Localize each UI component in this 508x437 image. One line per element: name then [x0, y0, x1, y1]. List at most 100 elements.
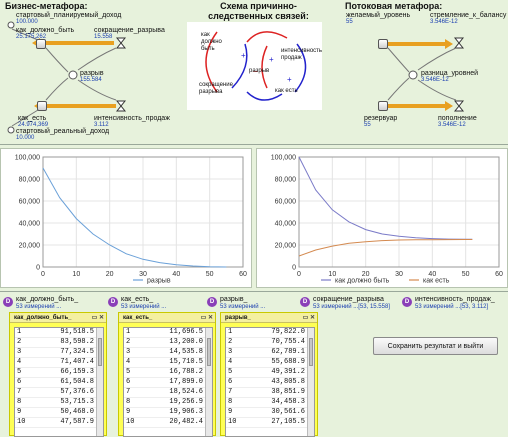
scrollbar[interactable] — [96, 328, 103, 436]
table-row[interactable]: 1 11,696.5 — [124, 328, 212, 338]
dataset-gap[interactable]: разрыв_ — [220, 296, 248, 303]
svg-text:+: + — [269, 55, 274, 64]
stock-desired-level[interactable] — [378, 39, 388, 49]
table-row[interactable]: 2 70,755.4 — [226, 338, 314, 348]
row-index: 7 — [126, 388, 131, 396]
flow-diagram — [385, 37, 465, 112]
row-value: 38,851.9 — [271, 388, 305, 396]
should-be-value: 25.175,262 — [16, 34, 47, 40]
row-value: 20,482.4 — [169, 418, 203, 426]
stock-should-be[interactable] — [36, 39, 46, 49]
dataset-icon[interactable]: D — [300, 297, 310, 307]
table-row[interactable]: 5 16,788.2 — [124, 368, 212, 378]
table-row[interactable]: 9 19,906.3 — [124, 408, 212, 418]
table-as-is[interactable]: как_есть_ ▭ ✕ 1 11,696.5 2 13,200.0 3 14,535.… — [118, 312, 216, 437]
y-tick-label: 40,000 — [19, 221, 41, 228]
dataset-gap-reduction-sub: 53 измерений ...[53, 15.558] — [313, 304, 390, 310]
table-row[interactable]: 10 20,482.4 — [124, 418, 212, 428]
table-gap[interactable]: разрыв_ ▭ ✕ 1 79,822.0 2 70,755.4 3 62,789.1 4… — [220, 312, 318, 437]
x-tick-label: 20 — [106, 271, 114, 278]
table-row[interactable]: 5 66,159.3 — [15, 368, 103, 378]
row-index: 6 — [126, 378, 131, 386]
table-row[interactable]: 9 30,561.6 — [226, 408, 314, 418]
table-row[interactable]: 2 13,200.0 — [124, 338, 212, 348]
dataset-sales-intensity-sub: 53 измерений ...[53, 3.112] — [415, 304, 489, 310]
gap-label: разрыв — [80, 70, 104, 77]
gap-reduction-label: сокращение_разрыва — [94, 27, 165, 34]
table-row[interactable]: 8 19,256.9 — [124, 398, 212, 408]
replenish-label: пополнение — [438, 115, 477, 122]
table-row[interactable]: 10 27,105.5 — [226, 418, 314, 428]
table-row[interactable]: 7 57,376.6 — [15, 388, 103, 398]
x-tick-label: 60 — [239, 271, 247, 278]
y-tick-label: 80,000 — [19, 177, 41, 184]
x-tick-label: 10 — [72, 271, 80, 278]
row-index: 8 — [228, 398, 233, 406]
table-row[interactable]: 4 15,710.5 — [124, 358, 212, 368]
table-row[interactable]: 8 34,458.3 — [226, 398, 314, 408]
scrollbar[interactable] — [205, 328, 212, 436]
row-value: 43,805.8 — [271, 378, 305, 386]
table-row[interactable]: 4 71,407.4 — [15, 358, 103, 368]
table-row[interactable]: 2 83,598.2 — [15, 338, 103, 348]
row-value: 70,755.4 — [271, 338, 305, 346]
datasets-row: D как_должно_быть_ 53 измерений ... D ка… — [3, 296, 508, 312]
series-line-0 — [298, 156, 473, 240]
table-body[interactable]: 1 91,518.5 2 83,598.2 3 77,324.5 4 71,407.4 5 66,… — [14, 327, 104, 437]
stock-as-is[interactable] — [37, 101, 47, 111]
dataset-icon[interactable]: D — [108, 297, 118, 307]
window-controls-icon[interactable]: ▭ ✕ — [91, 315, 104, 321]
business-diagram — [7, 21, 127, 134]
dataset-sales-intensity[interactable]: интенсивность_продаж_ — [415, 296, 495, 303]
table-row[interactable]: 6 17,899.0 — [124, 378, 212, 388]
table-row[interactable]: 6 61,504.8 — [15, 378, 103, 388]
chart-levels[interactable]: 0 20,000 40,000 60,000 80,000 100,000 0 10 20 30 4… — [256, 148, 508, 288]
table-body[interactable]: 1 11,696.5 2 13,200.0 3 14,535.8 4 15,710.5 5 16,… — [123, 327, 213, 437]
stock-reservoir[interactable] — [378, 101, 388, 111]
table-row[interactable]: 10 47,587.9 — [15, 418, 103, 428]
level-diff-label: разница_уровней — [421, 70, 479, 77]
row-index: 9 — [228, 408, 233, 416]
table-row[interactable]: 7 38,851.9 — [226, 388, 314, 398]
table-should-be[interactable]: как_должно_быть_ ▭ ✕ 1 91,518.5 2 83,598.2 3… — [9, 312, 107, 437]
table-body[interactable]: 1 79,822.0 2 70,755.4 3 62,789.1 4 55,688.9 5 49,… — [225, 327, 315, 437]
table-row[interactable]: 3 77,324.5 — [15, 348, 103, 358]
table-row[interactable]: 1 79,822.0 — [226, 328, 314, 338]
table-row[interactable]: 9 50,468.0 — [15, 408, 103, 418]
causal-should-be: как должно быть — [201, 32, 222, 52]
row-value: 27,105.5 — [271, 418, 305, 426]
table-row[interactable]: 6 43,805.8 — [226, 378, 314, 388]
save-and-exit-button[interactable]: Сохранить результат и выйти — [373, 337, 498, 355]
window-controls-icon[interactable]: ▭ ✕ — [200, 315, 213, 321]
dataset-as-is[interactable]: как_есть_ — [121, 296, 154, 303]
causal-diagram-header: Схема причинно-следственных связей: — [208, 1, 309, 21]
chart-gap[interactable]: 0 20,000 40,000 60,000 80,000 100,000 0 10 20 30 4… — [0, 148, 252, 288]
dataset-gap-reduction[interactable]: сокращение_разрыва — [313, 296, 384, 303]
table-row[interactable]: 1 91,518.5 — [15, 328, 103, 338]
row-index: 7 — [228, 388, 233, 396]
table-row[interactable]: 7 18,524.6 — [124, 388, 212, 398]
dataset-should-be[interactable]: как_должно_быть_ — [16, 296, 79, 303]
table-row[interactable]: 3 62,789.1 — [226, 348, 314, 358]
table-header: как_есть_ ▭ ✕ — [119, 313, 215, 323]
legend-label: как есть — [423, 278, 450, 285]
table-row[interactable]: 5 49,391.2 — [226, 368, 314, 378]
dataset-icon[interactable]: D — [402, 297, 412, 307]
table-row[interactable]: 4 55,688.9 — [226, 358, 314, 368]
plot-area — [298, 156, 500, 268]
causal-as-is: как есть — [275, 88, 298, 94]
x-tick-label: 50 — [462, 271, 470, 278]
dataset-icon[interactable]: D — [3, 297, 13, 307]
row-index: 5 — [228, 368, 233, 376]
as-is-label: как_есть — [18, 115, 47, 122]
dataset-as-is-sub: 53 измерений ... — [121, 304, 167, 310]
row-value: 53,715.3 — [60, 398, 94, 406]
real-income-label: стартовый_реальный_доход — [16, 128, 110, 135]
table-header: как_должно_быть_ ▭ ✕ — [10, 313, 106, 323]
table-row[interactable]: 3 14,535.8 — [124, 348, 212, 358]
table-row[interactable]: 8 53,715.3 — [15, 398, 103, 408]
dataset-icon[interactable]: D — [207, 297, 217, 307]
window-controls-icon[interactable]: ▭ ✕ — [302, 315, 315, 321]
sales-intensity-label: интенсивность_продаж — [94, 115, 170, 122]
scrollbar[interactable] — [307, 328, 314, 436]
